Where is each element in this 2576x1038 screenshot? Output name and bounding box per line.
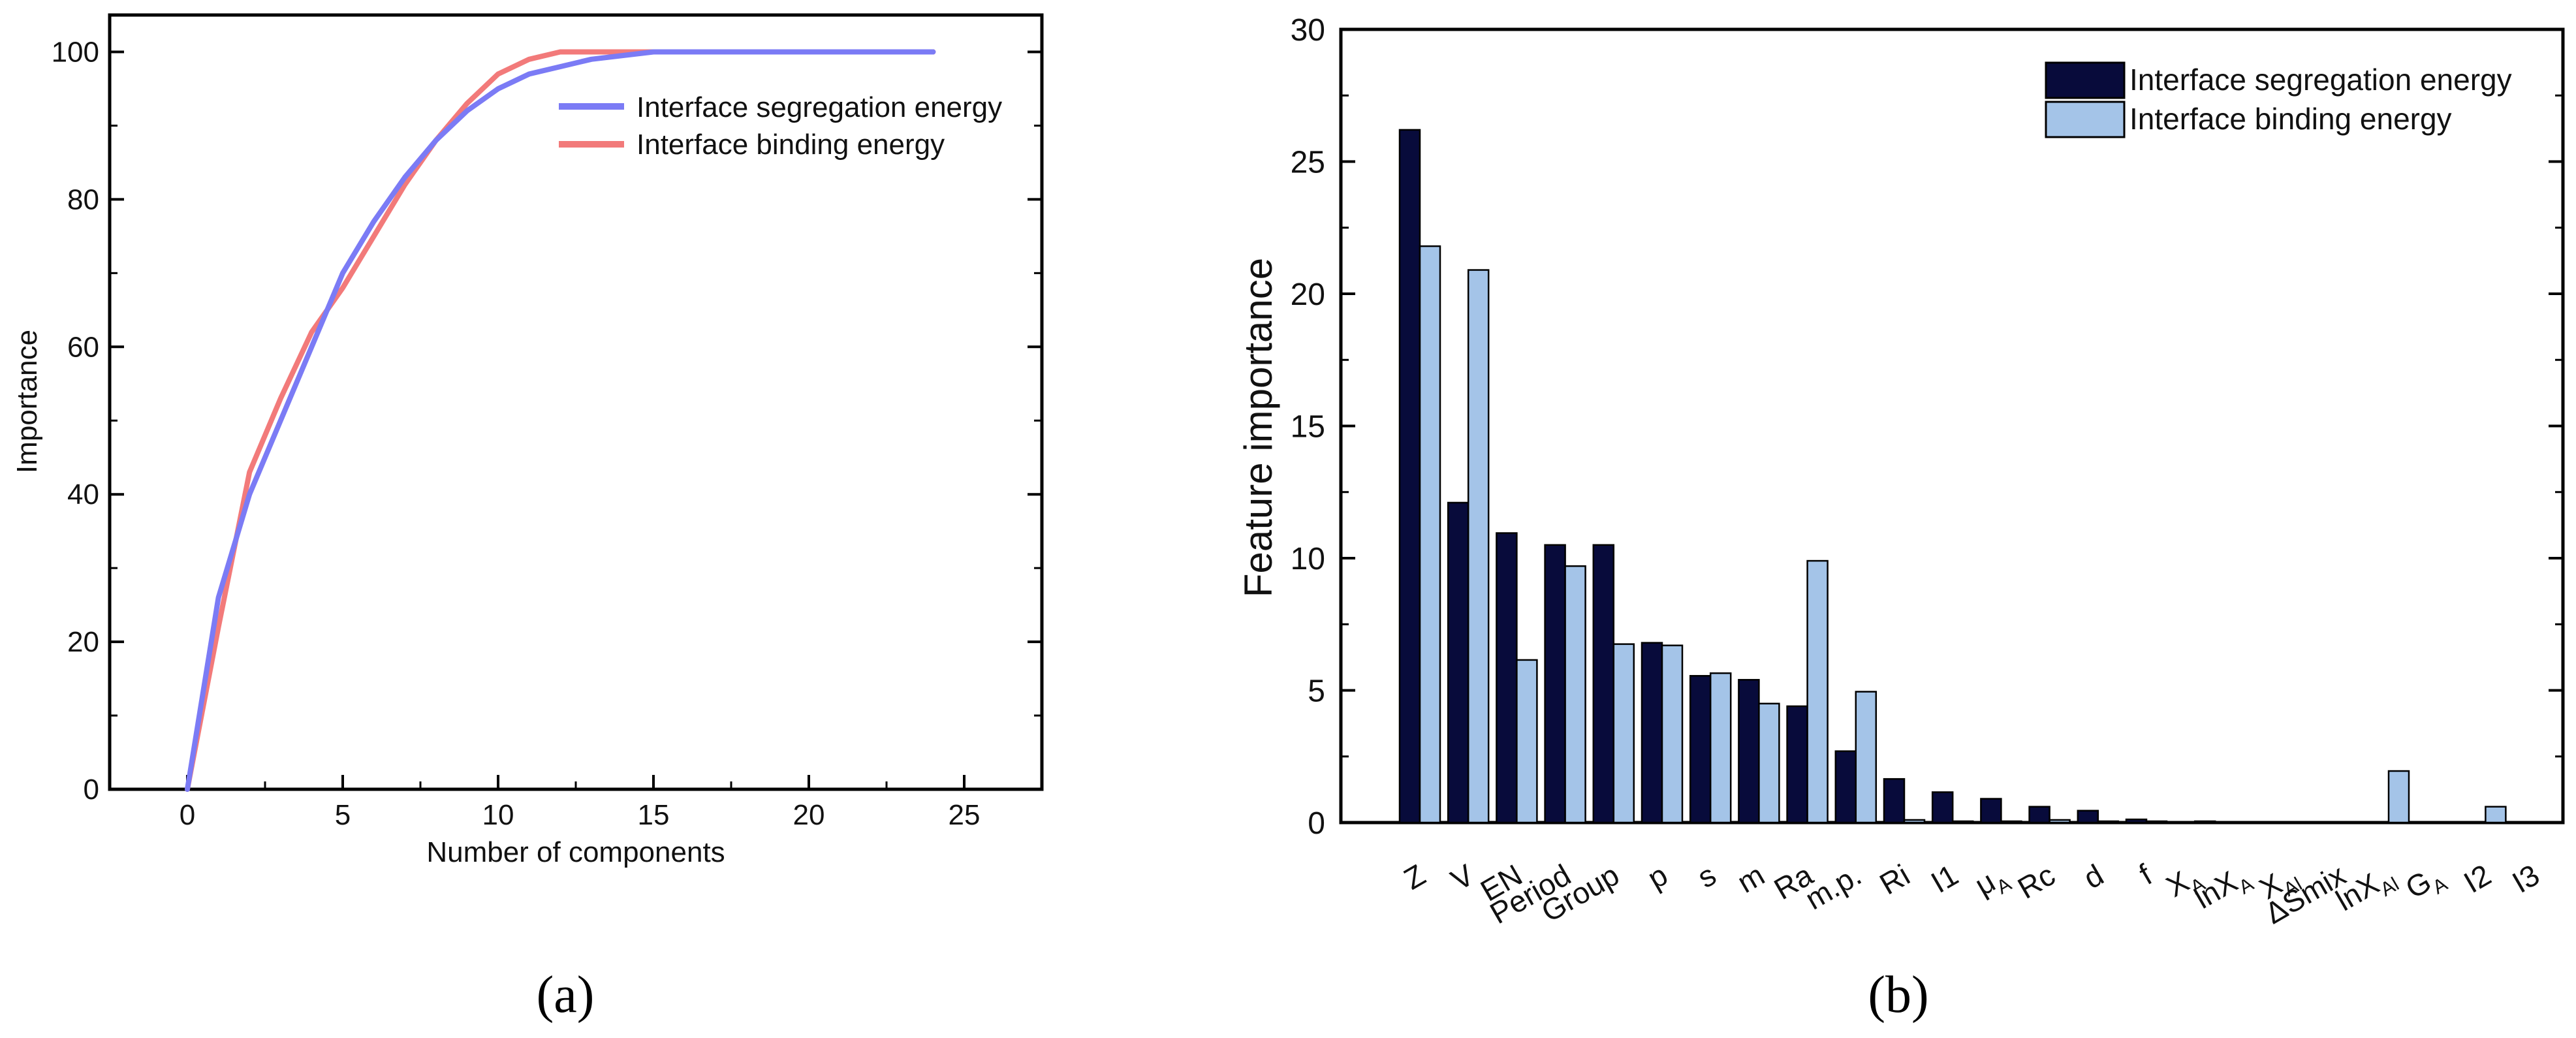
y-tick-label: 80: [67, 183, 99, 215]
bar-binding: [2000, 820, 2022, 824]
x-tick-label: lnXAl: [2330, 858, 2402, 922]
bar-binding: [1709, 672, 1732, 824]
line-chart-series: [185, 49, 936, 792]
bar-segregation: [1786, 705, 1808, 824]
x-tick-label: m.p.: [1799, 858, 1866, 917]
y-tick-label: 0: [1308, 806, 1325, 841]
bar-binding: [2049, 819, 2071, 824]
bar-segregation: [1883, 778, 1906, 824]
bar-binding: [2387, 770, 2410, 824]
y-tick-label: 15: [1291, 410, 1325, 445]
bar-binding: [1564, 565, 1586, 824]
x-tick-label: I2: [2458, 858, 2496, 900]
panel-caption-a: (a): [537, 966, 595, 1024]
line-chart-panel: 0 20 40 60 80 100 0 5 10 15 20 25 Interface segreg…: [11, 13, 1044, 1024]
bar-segregation: [1689, 674, 1712, 824]
y-tick-label: 100: [52, 36, 99, 68]
y-tick-label: 25: [1291, 146, 1325, 180]
y-tick-label: 40: [67, 479, 99, 511]
bar-segregation: [1738, 679, 1760, 824]
x-tick-label: s: [1691, 858, 1721, 895]
x-tick-label: 20: [793, 799, 825, 831]
legend-swatch-binding: [2045, 101, 2126, 138]
legend-label-segregation: Interface segregation energy: [636, 91, 1002, 123]
line-chart-y-axis: 0 20 40 60 80 100: [52, 36, 1042, 806]
y-tick-label: 20: [1291, 277, 1325, 312]
x-tick-label: 15: [638, 799, 670, 831]
x-tick-label: m: [1731, 858, 1770, 900]
x-tick-label: I1: [1925, 858, 1964, 900]
series-line-binding: [185, 49, 936, 792]
line-chart-legend: Interface segregation energy Interface b…: [559, 91, 1002, 161]
y-tick-label: 30: [1291, 13, 1325, 48]
legend-label-binding: Interface binding energy: [2129, 102, 2452, 136]
bar-chart-bars: [1398, 129, 2507, 824]
x-tick-label: 5: [335, 799, 351, 831]
bar-binding: [1903, 819, 1926, 824]
legend-swatch-segregation: [2045, 61, 2126, 99]
x-tick-label: GA: [2400, 858, 2451, 911]
bar-chart-y-axis: 0 5 10 15 20 25 30: [1291, 13, 2563, 841]
bar-binding: [1516, 659, 1538, 824]
bar-segregation: [1447, 501, 1469, 824]
bar-binding: [1951, 820, 1974, 824]
bar-binding: [1855, 691, 1877, 824]
line-chart-x-axis: 0 5 10 15 20 25: [108, 775, 981, 831]
bar-segregation: [1544, 544, 1566, 824]
legend-label-segregation: Interface segregation energy: [2129, 63, 2512, 97]
x-tick-label: 25: [949, 799, 981, 831]
bar-segregation: [1592, 544, 1615, 824]
bar-segregation: [2077, 810, 2099, 824]
x-tick-label: p: [1642, 858, 1673, 896]
line-chart-y-label: Importance: [11, 330, 43, 473]
bar-binding: [1806, 559, 1829, 824]
bar-segregation: [1931, 791, 1954, 824]
bar-segregation: [2028, 806, 2050, 824]
y-tick-label: 60: [67, 331, 99, 363]
bar-binding: [2145, 820, 2168, 824]
x-tick-label: lnXA: [2188, 858, 2257, 920]
x-tick-label: I3: [2506, 858, 2545, 900]
series-line-segregation: [185, 49, 936, 792]
bar-segregation: [1980, 798, 2002, 824]
x-tick-label: 0: [180, 799, 195, 831]
x-tick-label: Ri: [1874, 858, 1915, 902]
legend-label-binding: Interface binding energy: [636, 129, 945, 161]
bar-binding: [1467, 269, 1490, 824]
bar-segregation: [1496, 532, 1518, 824]
x-tick-label: V: [1445, 857, 1480, 897]
x-tick-label: μA: [1969, 858, 2015, 907]
bar-chart-y-label: Feature importance: [1236, 258, 1280, 597]
bar-binding: [1661, 644, 1684, 824]
bar-binding: [2485, 806, 2507, 824]
x-tick-label: d: [2078, 858, 2109, 896]
bar-segregation: [1641, 642, 1663, 824]
bar-binding: [2097, 820, 2120, 824]
bar-binding: [1758, 702, 1780, 824]
x-tick-label: 10: [482, 799, 514, 831]
y-tick-label: 10: [1291, 542, 1325, 576]
line-chart-x-label: Number of components: [426, 836, 725, 868]
x-tick-label: Rc: [2012, 858, 2061, 905]
bar-segregation: [2125, 818, 2148, 824]
bar-binding: [1612, 643, 1635, 824]
y-tick-label: 5: [1308, 674, 1325, 709]
bar-binding: [1419, 245, 1441, 824]
panel-caption-b: (b): [1868, 966, 1928, 1024]
bar-binding: [2193, 820, 2216, 824]
y-tick-label: 0: [84, 774, 99, 806]
x-tick-label: f: [2133, 858, 2158, 892]
y-tick-label: 20: [67, 626, 99, 658]
bar-chart-legend: Interface segregation energy Interface b…: [2045, 61, 2512, 138]
x-tick-label: Z: [1398, 858, 1431, 896]
bar-segregation: [1398, 129, 1421, 824]
bar-segregation: [1834, 750, 1857, 824]
